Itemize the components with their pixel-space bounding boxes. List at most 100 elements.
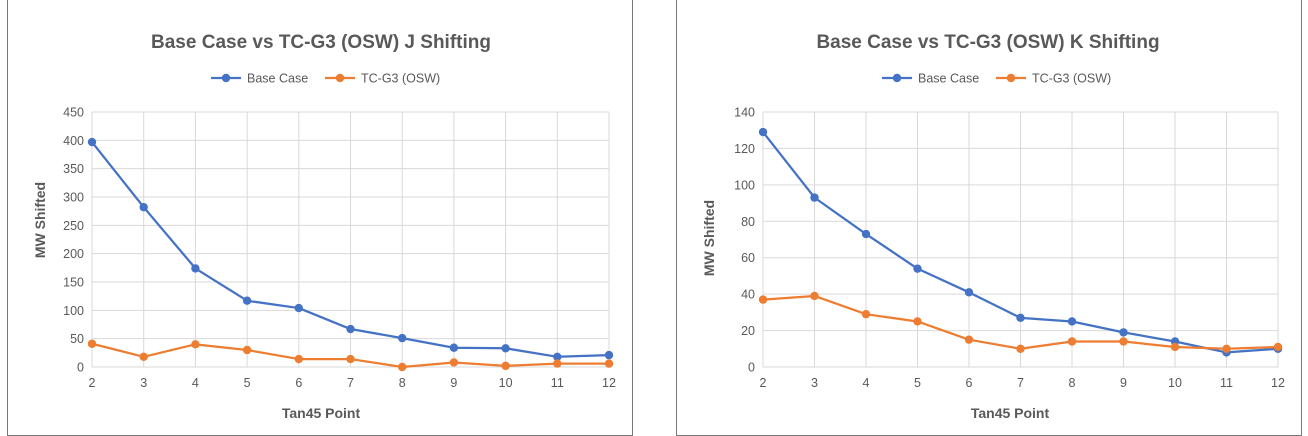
legend-label: TC-G3 (OSW): [361, 72, 440, 86]
data-point: [1067, 317, 1077, 326]
y-tick-label: 50: [70, 332, 84, 346]
data-point: [346, 324, 355, 334]
tick-labels: 0 20 40 60 80 100 120 140 2 3 4 5 6 7 8 9 10 11 12: [734, 106, 1285, 391]
y-tick-label: 200: [63, 247, 84, 261]
legend-marker: [221, 73, 231, 83]
data-point: [398, 362, 407, 372]
series-tc-g3-osw: [758, 291, 1283, 353]
x-tick-label: 11: [551, 376, 564, 390]
x-axis-label: Tan45 Point: [282, 405, 361, 421]
data-point: [242, 296, 252, 305]
y-tick-label: 0: [748, 361, 755, 375]
x-tick-label: 6: [966, 376, 973, 390]
legend-item: Base Case: [211, 72, 308, 86]
chart-title: Base Case vs TC-G3 (OSW) J Shifting: [151, 32, 491, 53]
data-point: [139, 352, 148, 361]
legend: Base Case TC-G3 (OSW): [211, 72, 440, 86]
series-base-case: [87, 137, 614, 361]
data-point: [553, 359, 562, 368]
x-tick-label: 10: [1168, 376, 1182, 390]
data-point: [861, 229, 871, 239]
chart-title: Base Case vs TC-G3 (OSW) K Shifting: [816, 32, 1159, 53]
x-tick-label: 4: [192, 376, 199, 390]
x-tick-label: 7: [347, 376, 354, 390]
data-point: [294, 303, 303, 313]
x-tick-label: 12: [602, 376, 616, 390]
x-tick-label: 3: [811, 376, 818, 390]
x-tick-label: 7: [1017, 376, 1024, 390]
x-tick-label: 8: [399, 376, 406, 390]
series-tc-g3-osw: [87, 339, 614, 372]
data-point: [242, 345, 252, 355]
y-tick-label: 250: [63, 219, 84, 233]
x-tick-label: 11: [1220, 376, 1233, 390]
x-tick-label: 9: [1120, 376, 1127, 390]
data-point: [913, 264, 922, 273]
data-point: [1119, 337, 1128, 346]
chart-panel-j-shifting: Base Case vs TC-G3 (OSW) J Shifting Tan4…: [7, 0, 633, 436]
data-point: [449, 343, 459, 352]
legend-item: TC-G3 (OSW): [325, 72, 440, 86]
x-tick-label: 12: [1271, 376, 1285, 390]
data-point: [1273, 342, 1283, 352]
data-point: [398, 333, 407, 343]
gridlines: [91, 111, 610, 368]
legend-label: Base Case: [918, 72, 979, 86]
data-point: [139, 203, 148, 212]
x-tick-label: 2: [89, 376, 96, 390]
x-tick-label: 6: [295, 376, 302, 390]
y-tick-label: 120: [734, 142, 755, 156]
y-axis-label: MW Shifted: [32, 182, 48, 258]
x-tick-label: 5: [244, 376, 251, 390]
data-point: [501, 344, 510, 353]
data-point: [449, 358, 459, 367]
data-point: [964, 335, 974, 344]
data-point: [604, 350, 614, 360]
tick-labels: 0 50 100 150 200 250 300 350 400 450 2 3 4 5 6 7 8 9 10 11 1…: [63, 106, 616, 391]
x-tick-label: 8: [1069, 376, 1076, 390]
series-base-case: [758, 127, 1283, 357]
x-tick-label: 5: [914, 376, 921, 390]
data-point: [294, 354, 303, 364]
x-tick-label: 2: [760, 376, 767, 390]
legend-item: TC-G3 (OSW): [996, 72, 1111, 86]
y-tick-label: 60: [741, 251, 755, 265]
y-tick-label: 300: [63, 191, 84, 205]
chart-k-shifting: Base Case vs TC-G3 (OSW) K Shifting Tan4…: [701, 32, 1285, 421]
data-point: [1170, 342, 1180, 352]
data-point: [810, 193, 819, 202]
data-point: [553, 352, 562, 361]
legend-label: Base Case: [247, 72, 308, 86]
data-point: [913, 317, 922, 326]
legend-marker: [892, 73, 902, 83]
y-tick-label: 100: [734, 178, 755, 192]
data-point: [191, 264, 200, 273]
data-point: [810, 291, 819, 301]
chart-j-shifting: Base Case vs TC-G3 (OSW) J Shifting Tan4…: [32, 32, 616, 421]
data-point: [1016, 313, 1025, 323]
y-tick-label: 400: [63, 134, 84, 148]
y-tick-label: 0: [77, 361, 84, 375]
x-tick-label: 3: [140, 376, 147, 390]
y-tick-label: 20: [741, 324, 755, 338]
legend: Base Case TC-G3 (OSW): [882, 72, 1111, 86]
y-tick-label: 450: [63, 106, 84, 120]
y-tick-label: 350: [63, 162, 84, 176]
chart-panel-k-shifting: Base Case vs TC-G3 (OSW) K Shifting Tan4…: [676, 0, 1302, 436]
data-point: [191, 340, 200, 349]
x-tick-label: 9: [450, 376, 457, 390]
data-point: [964, 288, 974, 297]
legend-item: Base Case: [882, 72, 979, 86]
y-tick-label: 80: [741, 215, 755, 229]
data-point: [758, 127, 768, 137]
data-point: [87, 137, 97, 147]
legend-marker: [1006, 73, 1016, 83]
x-tick-label: 4: [863, 376, 870, 390]
data-point: [1119, 328, 1128, 337]
y-tick-label: 140: [734, 106, 755, 120]
y-tick-label: 150: [63, 276, 84, 290]
y-tick-label: 40: [741, 288, 755, 302]
data-point: [1067, 337, 1077, 346]
x-tick-label: 10: [499, 376, 513, 390]
data-point: [1222, 344, 1231, 353]
